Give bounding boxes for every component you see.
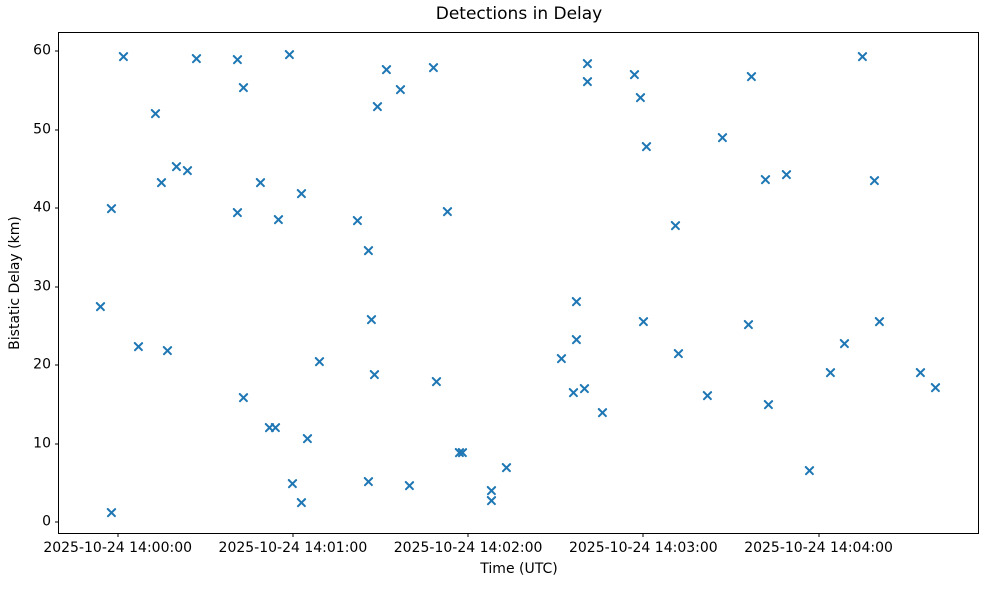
data-point-marker: [302, 433, 313, 444]
data-point-marker: [296, 188, 307, 199]
data-point-marker: [673, 348, 684, 359]
data-point-marker: [133, 341, 144, 352]
data-point-marker: [717, 132, 728, 143]
data-point-marker: [396, 84, 406, 95]
data-point-marker: [874, 316, 885, 327]
x-tick-mark: [467, 533, 469, 537]
y-tick-mark: [55, 286, 59, 288]
data-point-marker: [930, 382, 941, 392]
data-point-marker: [568, 387, 579, 398]
data-point-marker: [95, 302, 106, 312]
data-point-marker: [486, 485, 497, 496]
data-point-marker: [106, 507, 117, 518]
data-point-marker: [629, 69, 640, 80]
y-tick-label: 20: [33, 356, 51, 373]
data-point-marker: [457, 448, 468, 458]
y-tick-mark: [55, 443, 59, 445]
data-point-marker: [273, 214, 284, 224]
y-tick-mark: [55, 521, 59, 523]
y-tick-label: 10: [33, 435, 51, 452]
data-point-marker: [839, 338, 850, 348]
data-point-marker: [915, 367, 926, 377]
data-point-marker: [232, 54, 243, 65]
data-point-marker: [238, 392, 249, 403]
plot-area: 2025-10-24 14:00:00 2025-10-24 14:01:00 20…: [33, 32, 979, 556]
y-tick-mark: [55, 364, 59, 366]
y-tick-label: 30: [33, 278, 51, 295]
data-point-marker: [442, 207, 453, 217]
y-tick-mark: [55, 50, 59, 52]
chart-title: Detections in Delay: [435, 4, 603, 24]
data-point-marker: [582, 76, 593, 87]
data-point-marker: [431, 376, 441, 387]
data-point-marker: [571, 296, 582, 307]
data-point-marker: [238, 83, 249, 93]
y-tick-label: 50: [33, 121, 51, 138]
data-point-marker: [746, 72, 757, 82]
data-point-marker: [182, 165, 193, 176]
data-point-marker: [106, 203, 117, 213]
data-point-marker: [428, 62, 438, 73]
data-point-marker: [118, 51, 129, 62]
data-point-marker: [363, 245, 374, 256]
x-tick-label: 2025-10-24 14:02:00: [393, 540, 543, 556]
x-axis-label: Time (UTC): [480, 561, 558, 577]
data-point-marker: [191, 53, 202, 64]
data-point-marker: [781, 169, 792, 180]
data-point-marker: [702, 390, 713, 401]
data-point-marker: [582, 58, 593, 69]
data-point-marker: [352, 215, 363, 226]
data-point-marker: [369, 369, 380, 380]
data-point-marker: [580, 383, 590, 394]
y-tick-label: 60: [33, 42, 51, 59]
data-point-marker: [869, 175, 879, 186]
y-tick-mark: [55, 207, 59, 209]
x-tick-mark: [818, 533, 820, 537]
data-point-marker: [804, 466, 815, 476]
data-point-marker: [743, 320, 754, 330]
data-point-marker: [285, 50, 295, 60]
data-point-marker: [486, 495, 497, 506]
x-tick-label: 2025-10-24 14:01:00: [218, 540, 368, 556]
data-point-marker: [171, 161, 181, 172]
x-tick-label: 2025-10-24 14:03:00: [568, 540, 718, 556]
x-tick-label: 2025-10-24 14:00:00: [43, 540, 193, 556]
data-point-marker: [314, 356, 325, 367]
data-point-marker: [501, 462, 511, 472]
y-tick-label: 40: [33, 199, 51, 216]
data-point-marker: [556, 353, 567, 364]
data-point-marker: [372, 101, 383, 112]
y-axis-label: Bistatic Delay (km): [7, 216, 23, 350]
x-tick-label: 2025-10-24 14:04:00: [744, 540, 893, 556]
data-point-marker: [150, 108, 161, 118]
data-point-marker: [761, 174, 771, 185]
data-point-marker: [156, 177, 167, 188]
data-point-marker: [232, 207, 243, 218]
data-point-marker: [825, 367, 836, 378]
x-tick-mark: [292, 533, 294, 537]
data-point-marker: [366, 314, 377, 325]
x-tick-mark: [642, 533, 644, 537]
data-point-marker: [288, 478, 298, 489]
data-point-marker: [162, 345, 173, 356]
data-point-marker: [404, 480, 415, 491]
y-tick-mark: [55, 129, 59, 131]
data-point-marker: [764, 399, 774, 410]
data-point-marker: [670, 220, 681, 231]
x-tick-mark: [117, 533, 119, 537]
data-point-marker: [296, 497, 307, 508]
data-point-marker: [641, 141, 652, 152]
data-point-marker: [571, 335, 582, 345]
data-point-marker: [857, 51, 868, 62]
data-point-marker: [363, 477, 374, 487]
data-point-marker: [381, 64, 392, 74]
data-point-marker: [638, 316, 649, 327]
data-point-marker: [270, 422, 281, 432]
data-point-marker: [255, 177, 266, 188]
data-point-marker: [635, 92, 646, 103]
y-tick-label: 0: [42, 513, 51, 530]
data-point-marker: [597, 407, 608, 418]
